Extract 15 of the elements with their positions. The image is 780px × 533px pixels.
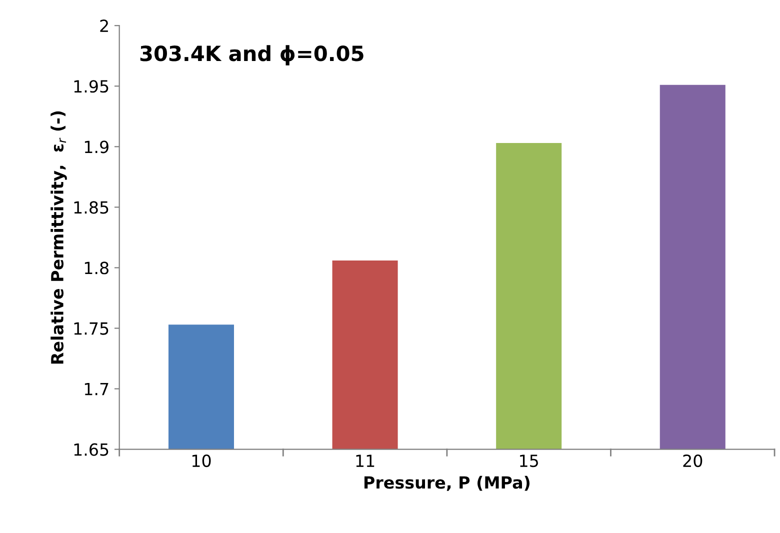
y-tick-label: 1.7 [84,382,108,396]
annotation: 303.4K and ϕ=0.05 [140,45,364,66]
y-axis-title: Relative Permittivity, ε$_{r}$ (-) [50,111,67,364]
y-tick-label: 1.75 [74,322,108,335]
x-tick-label: 15 [520,454,538,468]
x-tick-label: 10 [192,454,211,468]
y-tick-label: 1.85 [74,201,108,214]
y-tick-label: 1.9 [84,140,108,154]
y-tick-label: 1.95 [74,80,108,93]
y-tick-label: 1.65 [74,443,108,456]
x-tick-label: 11 [356,454,374,467]
x-axis-title: Pressure, P (MPa) [364,476,530,491]
y-tick-label: 2 [100,20,108,32]
y-tick-label: 1.8 [84,262,108,274]
x-tick-label: 20 [683,454,702,468]
